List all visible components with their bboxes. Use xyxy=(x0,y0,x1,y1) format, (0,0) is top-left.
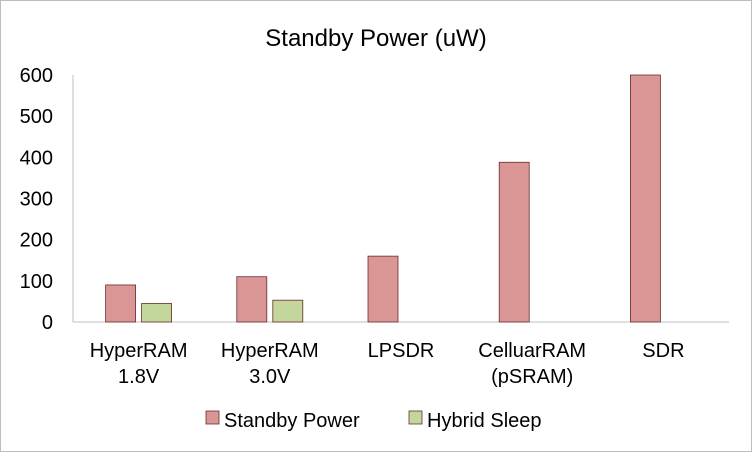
y-tick-label: 500 xyxy=(20,106,53,128)
legend-swatch xyxy=(205,410,220,425)
x-tick-label: 1.8V xyxy=(118,366,160,388)
x-tick-label: CelluarRAM xyxy=(478,340,586,362)
bar-standby-power xyxy=(630,74,661,323)
x-tick-label: (pSRAM) xyxy=(491,366,573,388)
legend-label: Hybrid Sleep xyxy=(427,410,542,432)
x-tick-label: HyperRAM xyxy=(221,340,319,362)
legend: Standby Power Hybrid Sleep xyxy=(205,410,542,432)
bar-hybrid-sleep xyxy=(272,299,304,323)
y-tick-label: 300 xyxy=(20,189,53,211)
plot-area: 0 100 200 300 400 500 600 HyperRAM 1.8V HyperRAM 3… xyxy=(20,65,729,388)
y-tick-label: 0 xyxy=(42,312,53,334)
x-tick-label: LPSDR xyxy=(368,340,435,362)
y-tick-label: 600 xyxy=(20,65,53,87)
bar-hybrid-sleep xyxy=(141,303,173,323)
legend-label: Standby Power xyxy=(224,410,360,432)
bar-standby-power xyxy=(236,276,268,323)
x-tick-label: 3.0V xyxy=(249,366,291,388)
y-tick-label: 100 xyxy=(20,271,53,293)
bar-standby-power xyxy=(498,161,530,323)
bar-standby-power xyxy=(367,255,399,323)
bar-standby-power xyxy=(105,284,136,323)
x-tick-label: SDR xyxy=(642,340,684,362)
y-tick-label: 400 xyxy=(20,147,53,169)
legend-swatch xyxy=(408,410,423,425)
chart-title: Standby Power (uW) xyxy=(265,25,486,52)
x-tick-label: HyperRAM xyxy=(90,340,188,362)
y-tick-label: 200 xyxy=(20,230,53,252)
